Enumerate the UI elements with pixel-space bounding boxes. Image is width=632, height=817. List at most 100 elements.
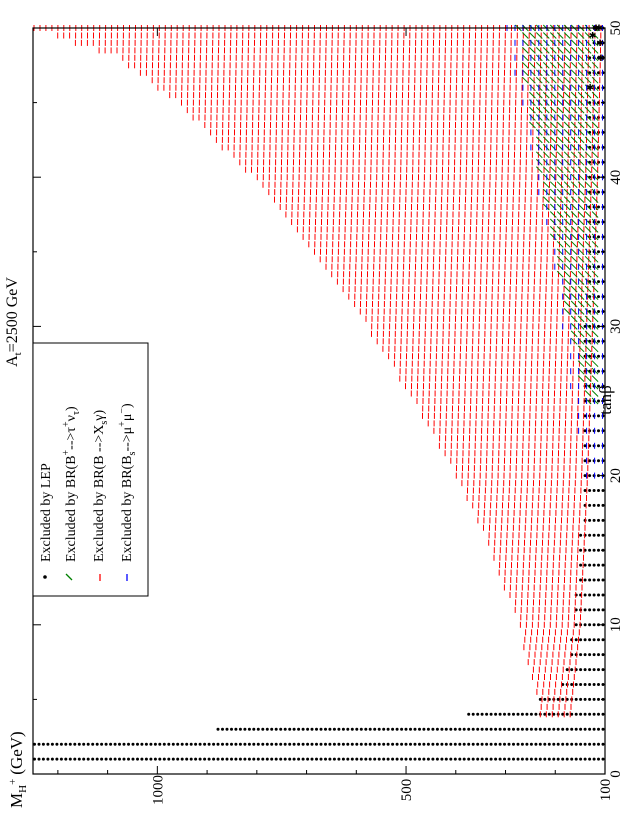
lep-point — [127, 757, 130, 761]
btaunu-point — [570, 151, 578, 159]
lep-point — [319, 742, 323, 746]
btaunu-point — [591, 390, 599, 397]
lep-point — [422, 742, 426, 746]
lep-point — [588, 518, 592, 522]
lep-point — [216, 742, 220, 746]
lep-point — [601, 533, 605, 537]
lep-point — [198, 757, 202, 761]
violet-point: ✱ — [596, 38, 604, 48]
lep-point — [592, 653, 596, 657]
lep-point — [176, 742, 180, 746]
btaunu-point — [563, 263, 571, 271]
lep-point — [301, 742, 305, 746]
lep-point — [503, 712, 506, 716]
lep-point — [221, 727, 224, 731]
btaunu-point — [577, 360, 585, 368]
btaunu-point — [577, 136, 585, 144]
lep-point — [489, 742, 493, 746]
lep-point — [516, 712, 520, 716]
btaunu-point — [563, 203, 571, 211]
lep-point — [50, 742, 54, 746]
lep-point — [512, 712, 515, 716]
lep-point — [597, 369, 600, 373]
lep-point — [480, 757, 484, 761]
lep-point — [225, 727, 229, 731]
lep-point — [238, 742, 242, 746]
btaunu-point — [591, 255, 599, 263]
lep-point — [391, 757, 395, 761]
btaunu-point — [549, 61, 557, 69]
lep-point — [171, 742, 175, 746]
legend: Excluded by LEP Excluded by BR(B+-->τ+ντ… — [32, 342, 149, 597]
btaunu-point — [522, 76, 529, 84]
lep-point — [592, 489, 596, 492]
lep-point — [561, 757, 565, 761]
lep-point — [601, 489, 605, 492]
btaunu-point — [542, 61, 550, 69]
lep-point — [283, 727, 287, 731]
lep-point — [212, 757, 216, 761]
lep-point — [297, 742, 301, 746]
lep-point — [601, 712, 605, 716]
lep-point — [597, 697, 600, 701]
btaunu-point — [563, 144, 571, 151]
lep-point — [570, 742, 574, 746]
lep-point — [256, 742, 260, 746]
lep-point — [404, 742, 408, 746]
btaunu-point — [591, 375, 599, 382]
lep-point — [328, 727, 332, 731]
lep-point — [552, 727, 556, 731]
lep-point — [565, 727, 569, 731]
lep-point — [579, 668, 583, 672]
lep-point — [283, 742, 287, 746]
btaunu-point — [549, 76, 557, 84]
lep-point — [592, 757, 596, 761]
btaunu-point — [563, 158, 571, 166]
lep-point — [368, 757, 372, 761]
lep-point — [592, 712, 596, 716]
btaunu-point — [570, 181, 578, 189]
lep-point — [418, 742, 421, 746]
btaunu-point — [591, 285, 599, 293]
btaunu-point — [584, 226, 592, 233]
lep-point — [579, 712, 583, 716]
btaunu-point — [584, 32, 592, 39]
btaunu-point — [556, 270, 564, 278]
lep-point — [588, 474, 592, 478]
btaunu-point — [577, 300, 585, 308]
lep-point — [512, 742, 515, 746]
lep-point — [583, 489, 587, 492]
btaunu-point — [577, 106, 585, 114]
btaunu-point — [591, 330, 599, 338]
lep-point — [364, 727, 368, 731]
lep-point — [525, 727, 529, 731]
btaunu-point — [591, 47, 599, 54]
btaunu-point — [529, 91, 536, 99]
btaunu-point — [529, 121, 536, 129]
lep-point — [588, 697, 592, 701]
lep-point — [588, 638, 592, 642]
btaunu-point — [542, 121, 550, 129]
lep-point — [91, 757, 95, 761]
lep-point — [588, 608, 592, 612]
lep-point — [118, 742, 121, 746]
btaunu-point — [584, 196, 592, 203]
btaunu-point — [529, 61, 536, 69]
btaunu-point — [570, 114, 578, 121]
lep-point — [601, 668, 605, 672]
lep-point — [570, 757, 574, 761]
lep-point — [189, 757, 193, 761]
lep-point — [207, 742, 211, 746]
lep-point — [243, 727, 247, 731]
lep-point — [543, 727, 547, 731]
lep-point — [127, 742, 130, 746]
btaunu-point — [563, 218, 571, 226]
lep-point — [225, 742, 229, 746]
btaunu-point — [570, 91, 578, 99]
lep-point — [592, 742, 596, 746]
btaunu-point — [570, 248, 578, 256]
lep-point — [574, 608, 578, 612]
btaunu-point — [549, 84, 557, 92]
lep-point — [86, 757, 90, 761]
lep-point — [426, 727, 430, 731]
